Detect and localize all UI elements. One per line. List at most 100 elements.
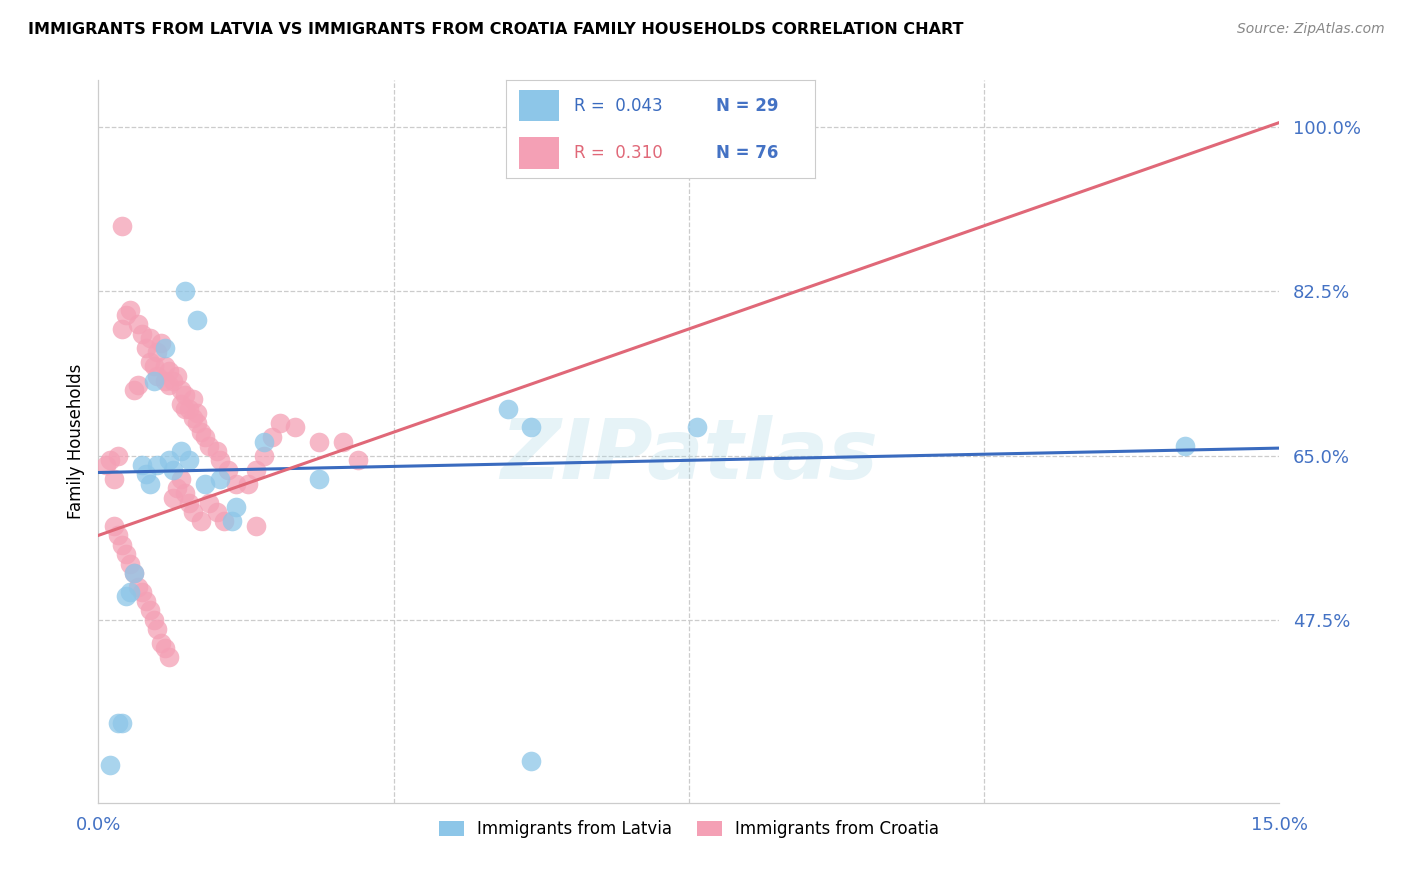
Point — [107, 528, 129, 542]
Point — [122, 566, 145, 580]
Point — [107, 449, 129, 463]
Point — [107, 716, 129, 731]
Point — [103, 519, 125, 533]
Point — [260, 430, 283, 444]
Point — [118, 557, 141, 571]
Point — [177, 453, 200, 467]
Point — [162, 463, 184, 477]
Point — [111, 716, 134, 731]
Point — [170, 472, 193, 486]
Point — [205, 505, 228, 519]
Point — [135, 467, 157, 482]
Point — [197, 439, 219, 453]
Point — [194, 430, 217, 444]
Point — [190, 514, 212, 528]
Point — [103, 472, 125, 486]
Point — [135, 341, 157, 355]
Point — [115, 590, 138, 604]
Point — [166, 368, 188, 383]
Point — [127, 318, 149, 332]
Point — [174, 486, 197, 500]
Point — [186, 312, 208, 326]
Point — [111, 538, 134, 552]
Point — [150, 336, 173, 351]
Text: IMMIGRANTS FROM LATVIA VS IMMIGRANTS FROM CROATIA FAMILY HOUSEHOLDS CORRELATION : IMMIGRANTS FROM LATVIA VS IMMIGRANTS FRO… — [28, 22, 963, 37]
Point — [111, 322, 134, 336]
Point — [131, 326, 153, 341]
Point — [118, 303, 141, 318]
Text: R =  0.310: R = 0.310 — [574, 144, 664, 161]
Point — [115, 547, 138, 561]
Point — [177, 495, 200, 509]
Point — [194, 476, 217, 491]
Point — [157, 378, 180, 392]
Point — [221, 514, 243, 528]
Point — [146, 458, 169, 472]
Point — [96, 458, 118, 472]
Point — [347, 453, 370, 467]
Point — [177, 401, 200, 416]
Point — [138, 331, 160, 345]
Point — [127, 378, 149, 392]
Point — [135, 594, 157, 608]
Point — [253, 449, 276, 463]
Point — [155, 374, 177, 388]
Text: Source: ZipAtlas.com: Source: ZipAtlas.com — [1237, 22, 1385, 37]
Point — [150, 636, 173, 650]
Point — [142, 359, 165, 374]
Point — [190, 425, 212, 439]
Point — [162, 374, 184, 388]
Point — [155, 359, 177, 374]
Point — [496, 401, 519, 416]
Point — [245, 519, 267, 533]
Point — [686, 420, 709, 434]
Text: R =  0.043: R = 0.043 — [574, 97, 662, 115]
Legend: Immigrants from Latvia, Immigrants from Croatia: Immigrants from Latvia, Immigrants from … — [432, 814, 946, 845]
Point — [253, 434, 276, 449]
Text: N = 76: N = 76 — [717, 144, 779, 161]
Point — [520, 420, 543, 434]
Point — [122, 383, 145, 397]
Point — [131, 458, 153, 472]
Point — [155, 341, 177, 355]
Point — [157, 650, 180, 665]
Point — [332, 434, 354, 449]
Point — [170, 383, 193, 397]
Point — [118, 584, 141, 599]
Point — [174, 387, 197, 401]
Point — [209, 453, 232, 467]
Point — [214, 514, 236, 528]
Point — [181, 411, 204, 425]
Point — [308, 434, 330, 449]
Point — [142, 374, 165, 388]
Point — [205, 444, 228, 458]
Point — [186, 416, 208, 430]
Point — [520, 754, 543, 768]
Point — [170, 444, 193, 458]
Point — [98, 758, 121, 772]
Point — [138, 603, 160, 617]
Point — [225, 500, 247, 515]
Point — [146, 345, 169, 359]
Point — [115, 308, 138, 322]
Point — [181, 505, 204, 519]
Point — [131, 584, 153, 599]
Point — [1174, 439, 1197, 453]
Point — [284, 420, 307, 434]
Point — [98, 453, 121, 467]
Point — [122, 566, 145, 580]
Point — [174, 401, 197, 416]
Point — [146, 622, 169, 636]
Point — [170, 397, 193, 411]
Point — [217, 463, 239, 477]
Point — [186, 406, 208, 420]
Bar — [519, 137, 558, 169]
Point — [157, 453, 180, 467]
Text: N = 29: N = 29 — [717, 97, 779, 115]
Point — [138, 355, 160, 369]
Point — [111, 219, 134, 233]
Point — [197, 495, 219, 509]
Point — [146, 368, 169, 383]
Point — [138, 476, 160, 491]
Point — [142, 613, 165, 627]
